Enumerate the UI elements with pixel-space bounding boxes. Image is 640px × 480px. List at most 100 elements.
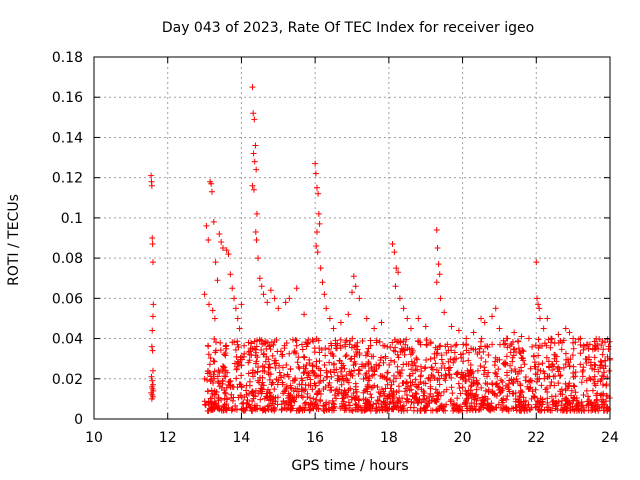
data-point bbox=[312, 170, 319, 177]
data-point bbox=[473, 391, 480, 398]
data-point bbox=[598, 391, 605, 398]
data-point bbox=[441, 375, 448, 382]
data-point bbox=[274, 394, 281, 401]
data-point bbox=[252, 228, 259, 235]
data-point bbox=[299, 346, 306, 353]
data-point bbox=[531, 359, 538, 366]
data-point bbox=[387, 357, 394, 364]
data-point bbox=[330, 404, 337, 411]
data-point bbox=[330, 401, 337, 408]
data-point bbox=[386, 361, 393, 368]
data-point bbox=[222, 352, 229, 359]
data-point bbox=[434, 377, 441, 384]
data-point bbox=[509, 354, 516, 361]
data-point bbox=[148, 373, 155, 380]
data-point bbox=[266, 402, 273, 409]
data-point bbox=[585, 345, 592, 352]
data-point bbox=[431, 374, 438, 381]
data-point bbox=[555, 364, 562, 371]
data-point bbox=[333, 395, 340, 402]
data-point bbox=[591, 354, 598, 361]
data-point bbox=[382, 355, 389, 362]
data-point bbox=[478, 335, 485, 342]
data-point bbox=[504, 393, 511, 400]
data-point bbox=[384, 343, 391, 350]
data-point bbox=[336, 357, 343, 364]
data-point bbox=[360, 395, 367, 402]
data-point bbox=[594, 378, 601, 385]
data-point bbox=[300, 353, 307, 360]
data-point bbox=[149, 241, 156, 248]
data-point bbox=[447, 364, 454, 371]
data-point bbox=[434, 396, 441, 403]
data-point bbox=[288, 405, 295, 412]
data-point bbox=[250, 110, 257, 117]
data-point bbox=[273, 376, 280, 383]
data-point bbox=[232, 305, 239, 312]
data-point bbox=[298, 392, 305, 399]
data-point bbox=[553, 358, 560, 365]
data-point bbox=[391, 249, 398, 256]
data-point bbox=[503, 353, 510, 360]
data-point bbox=[315, 405, 322, 412]
data-point bbox=[418, 386, 425, 393]
data-point bbox=[254, 354, 261, 361]
data-point bbox=[390, 347, 397, 354]
data-point bbox=[454, 369, 461, 376]
data-point bbox=[437, 342, 444, 349]
data-point bbox=[449, 390, 456, 397]
data-point bbox=[313, 228, 320, 235]
data-point bbox=[321, 361, 328, 368]
data-point bbox=[412, 367, 419, 374]
data-point bbox=[434, 389, 441, 396]
data-point bbox=[322, 352, 329, 359]
data-point bbox=[338, 400, 345, 407]
data-point bbox=[323, 399, 330, 406]
data-point bbox=[246, 351, 253, 358]
data-point bbox=[360, 389, 367, 396]
data-point bbox=[148, 395, 155, 402]
data-point bbox=[214, 277, 221, 284]
data-point bbox=[345, 399, 352, 406]
data-point bbox=[475, 407, 482, 414]
data-point bbox=[326, 399, 333, 406]
data-point bbox=[430, 393, 437, 400]
data-point bbox=[224, 396, 231, 403]
data-point bbox=[352, 386, 359, 393]
data-point bbox=[330, 361, 337, 368]
data-point bbox=[293, 393, 300, 400]
data-point bbox=[268, 339, 275, 346]
data-point bbox=[477, 363, 484, 370]
data-point bbox=[315, 365, 322, 372]
data-point bbox=[230, 394, 237, 401]
data-point bbox=[521, 361, 528, 368]
data-point bbox=[485, 351, 492, 358]
data-point bbox=[321, 291, 328, 298]
data-point bbox=[250, 392, 257, 399]
data-point bbox=[463, 335, 470, 342]
data-point bbox=[347, 337, 354, 344]
data-point bbox=[265, 386, 272, 393]
data-point bbox=[455, 406, 462, 413]
data-point bbox=[570, 382, 577, 389]
data-point bbox=[551, 340, 558, 347]
data-point bbox=[559, 397, 566, 404]
data-point bbox=[328, 342, 335, 349]
data-point bbox=[434, 407, 441, 414]
data-point bbox=[327, 350, 334, 357]
data-point bbox=[313, 391, 320, 398]
data-point bbox=[528, 404, 535, 411]
data-point bbox=[417, 379, 424, 386]
data-point bbox=[299, 386, 306, 393]
data-point bbox=[304, 393, 311, 400]
data-point bbox=[390, 378, 397, 385]
data-point bbox=[278, 407, 285, 414]
data-point bbox=[286, 295, 293, 302]
data-point bbox=[570, 335, 577, 342]
data-point bbox=[302, 399, 309, 406]
data-point bbox=[595, 368, 602, 375]
data-point bbox=[495, 366, 502, 373]
data-point bbox=[546, 373, 553, 380]
data-point bbox=[397, 348, 404, 355]
data-point bbox=[216, 230, 223, 237]
